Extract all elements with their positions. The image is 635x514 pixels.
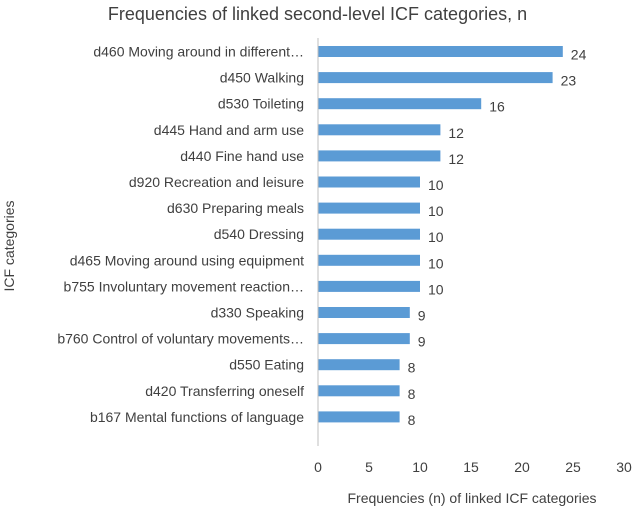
category-label: d445 Hand and arm use (154, 122, 304, 138)
category-label: d550 Eating (229, 357, 304, 373)
category-label: d540 Dressing (214, 226, 304, 242)
x-axis-label: Frequencies (n) of linked ICF categories (348, 490, 597, 506)
bar (318, 176, 420, 188)
bar (318, 359, 400, 371)
data-label: 16 (489, 99, 505, 115)
category-label: b755 Involuntary movement reaction… (64, 278, 304, 294)
data-label: 8 (408, 412, 416, 428)
x-tick-label: 5 (365, 459, 373, 475)
data-label: 9 (418, 334, 426, 350)
x-tick-label: 25 (565, 459, 581, 475)
data-label: 9 (418, 308, 426, 324)
data-label: 10 (428, 255, 444, 271)
bar (318, 411, 400, 423)
bar (318, 254, 420, 266)
data-label: 8 (408, 360, 416, 376)
category-label: d450 Walking (220, 70, 304, 86)
x-tick-label: 15 (463, 459, 479, 475)
category-label: d465 Moving around using equipment (70, 252, 304, 268)
category-label: d920 Recreation and leisure (129, 174, 304, 190)
data-label: 10 (428, 177, 444, 193)
data-label: 12 (448, 151, 464, 167)
bar (318, 150, 441, 162)
data-label: 24 (571, 47, 587, 63)
x-tick-label: 20 (514, 459, 530, 475)
category-label: d630 Preparing meals (167, 200, 304, 216)
bar (318, 202, 420, 214)
bar (318, 98, 482, 110)
bar (318, 385, 400, 397)
category-label: d530 Toileting (218, 96, 304, 112)
category-label: b760 Control of voluntary movements… (57, 331, 304, 347)
data-label: 23 (561, 73, 577, 89)
x-tick-label: 30 (616, 459, 632, 475)
bar (318, 72, 553, 84)
x-tick-label: 0 (314, 459, 322, 475)
chart-title: Frequencies of linked second-level ICF c… (107, 4, 528, 24)
category-label: d420 Transferring oneself (145, 383, 304, 399)
bar (318, 280, 420, 292)
data-label: 8 (408, 386, 416, 402)
data-label: 10 (428, 203, 444, 219)
bar (318, 228, 420, 240)
data-label: 10 (428, 229, 444, 245)
category-label: d460 Moving around in different… (93, 44, 304, 60)
data-label: 12 (448, 125, 464, 141)
category-label: d330 Speaking (211, 305, 304, 321)
bar (318, 46, 563, 57)
data-label: 10 (428, 281, 444, 297)
category-label: d440 Fine hand use (180, 148, 304, 164)
y-axis-label: ICF categories (1, 200, 17, 291)
bar (318, 333, 410, 345)
bar (318, 307, 410, 318)
bar (318, 124, 441, 136)
category-label: b167 Mental functions of language (90, 409, 304, 425)
x-tick-label: 10 (412, 459, 428, 475)
